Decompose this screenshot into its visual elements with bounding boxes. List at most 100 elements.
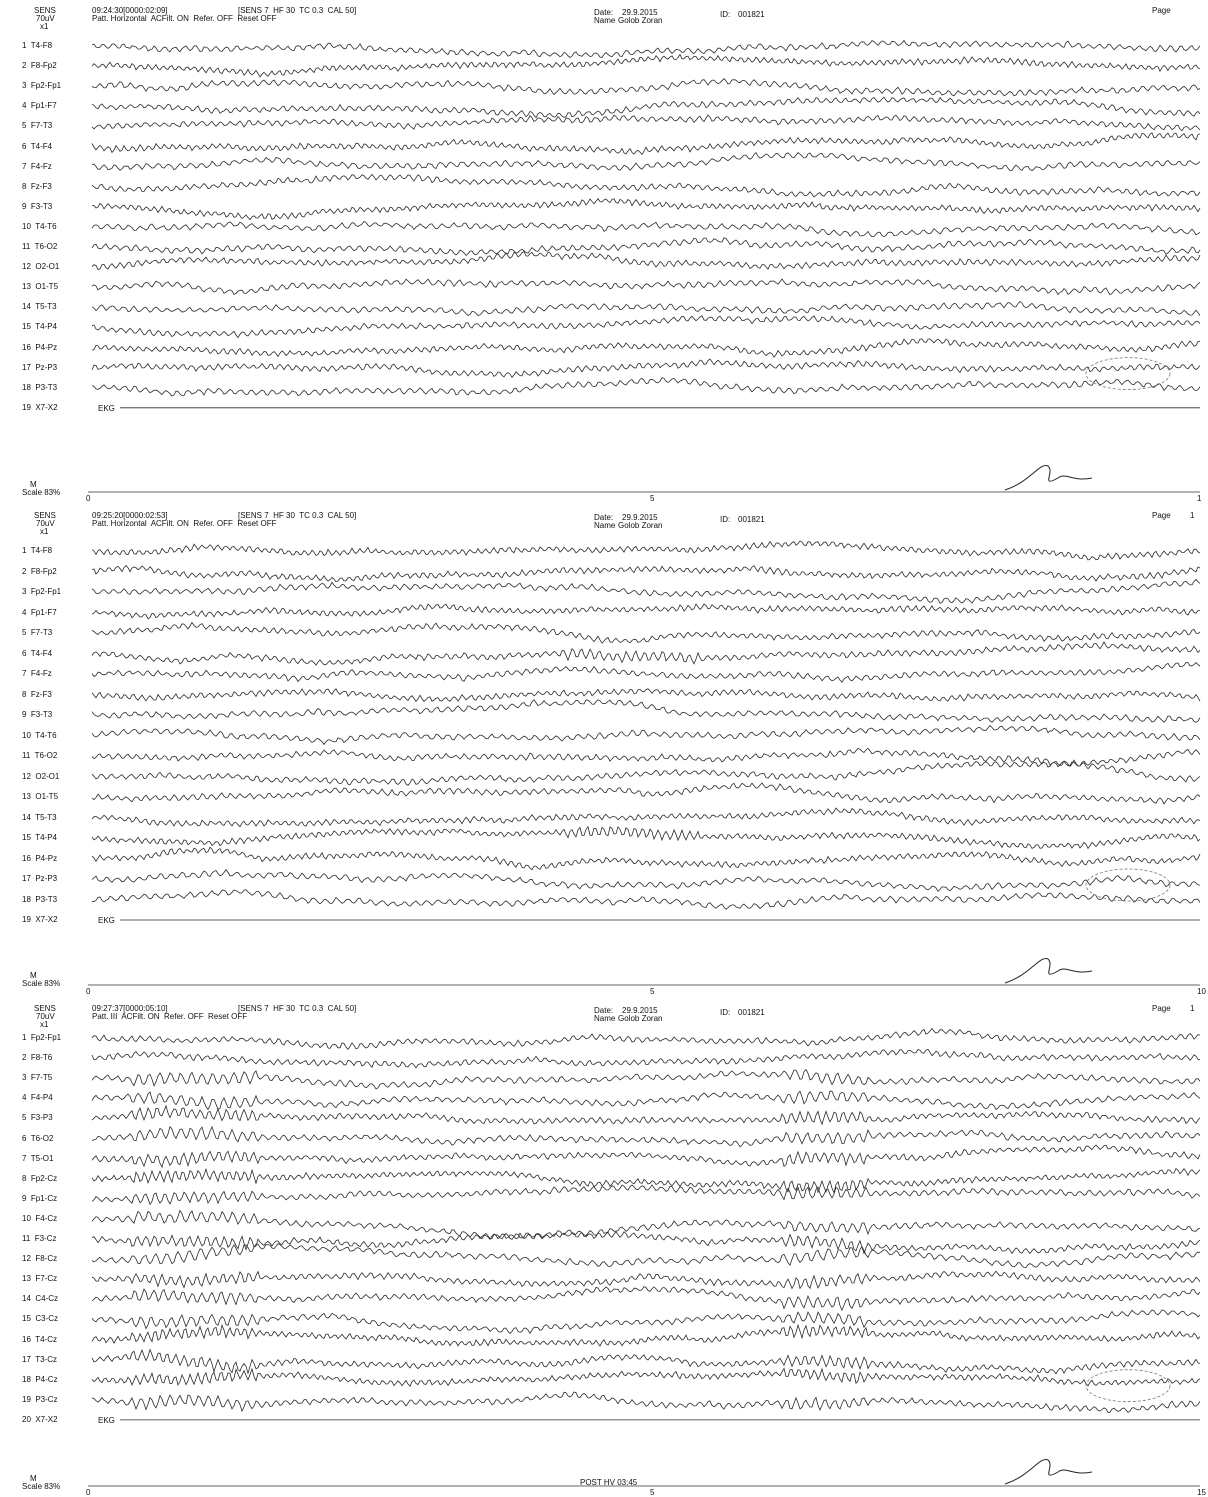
eeg-page: SENS 70uV x1 09:25:20[0000:02:53] [SENS 7 HF… [0,505,1208,996]
eeg-channel-trace [91,1125,1201,1148]
stamp [1085,357,1171,391]
id-value: 001821 [738,1008,765,1017]
eeg-channel-trace [91,540,1201,561]
name-value: Golob Zoran [618,16,663,25]
mult-label: x1 [40,22,49,31]
stamp [1085,1369,1171,1403]
channel-label: 6 T6-O2 [22,1133,54,1143]
eeg-channel-trace [91,724,1201,746]
date-label: Date: [594,1006,614,1015]
eeg-channel-trace [91,1027,1201,1051]
channel-label: 3 Fp2-Fp1 [22,587,62,596]
eeg-channel-trace [91,278,1201,296]
eeg-channel-trace [91,1104,1201,1126]
channel-label: 9 Fp1-Cz [22,1193,58,1203]
montage-line: Patt. Horizontal ACFilt. ON Refer. OFF R… [92,14,277,23]
eeg-channel-trace [91,173,1201,198]
eeg-channel-trace [91,114,1201,132]
eeg-channel-trace [91,747,1201,768]
name-label: Name [594,16,616,25]
time-tick-label: 1 [1197,494,1202,503]
eeg-channel-trace [91,578,1201,604]
timestamp: 09:24:30[0000:02:09] [92,6,168,15]
eeg-channel-trace [91,621,1201,644]
eeg-channel-trace [91,1243,1201,1268]
id-label: ID: [720,1008,731,1017]
eeg-channel-trace [91,250,1201,271]
eeg-channel-trace [91,1167,1201,1195]
channel-label: 9 F3-T3 [22,201,53,211]
channel-label: 5 F7-T3 [22,628,53,637]
channel-label: 10 F4-Cz [22,1213,58,1223]
eeg-channel-trace [91,1144,1201,1169]
channel-label: 15 T4-P4 [22,833,57,842]
eeg-channel-trace [91,338,1201,358]
channel-label: 8 Fz-F3 [22,181,52,191]
page-number: 1 [1190,511,1195,520]
time-tick-label: 10 [1197,987,1206,996]
channel-label: 16 T4-Cz [22,1334,57,1344]
eeg-page: SENS 70uV x1 09:24:30[0000:02:09] [SENS 7 HF… [0,0,1208,503]
channel-label: 1 Fp2-Fp1 [22,1033,62,1042]
page-label: Page [1152,6,1171,15]
page-label: Page [1152,1004,1171,1013]
channel-label: 18 P3-T3 [22,894,58,904]
scale-marker: M [30,480,37,489]
timestamp: 09:27:37[0000:05:10] [92,1004,168,1013]
channel-label: 1 T4-F8 [22,546,53,555]
settings: [SENS 7 HF 30 TC 0.3 CAL 50] [238,1004,357,1013]
channel-label: 4 F4-P4 [22,1093,53,1103]
channel-label: 2 F8-Fp2 [22,61,57,71]
date-value: 29.9.2015 [622,1006,658,1015]
sens-label: SENS [34,1004,56,1013]
channel-label: 5 F3-P3 [22,1113,53,1123]
channel-label: 4 Fp1-F7 [22,101,57,111]
scale-marker: M [30,971,37,980]
name-value: Golob Zoran [618,521,663,530]
channel-label: 12 F8-Cz [22,1254,58,1264]
eeg-channel-trace [91,1309,1201,1335]
time-tick-label: 0 [86,987,91,996]
channel-label: 7 T5-O1 [22,1153,54,1163]
time-tick-label: 5 [650,987,655,996]
eeg-traces [88,39,1201,493]
eeg-channel-trace [91,39,1201,59]
eeg-channel-trace [91,807,1201,828]
eeg-channel-trace [91,699,1201,723]
eeg-channel-trace [91,198,1201,221]
settings: [SENS 7 HF 30 TC 0.3 CAL 50] [238,511,357,520]
sens-label: SENS [34,511,56,520]
eeg-channel-trace [91,237,1201,256]
gain-label: 70uV [36,519,55,528]
channel-label: 8 Fz-F3 [22,689,52,699]
montage-line: Patt. III ACFilt. ON Refer. OFF Reset OF… [92,1012,248,1021]
scale-label: Scale 83% [22,1482,61,1491]
eeg-channel-trace [91,1090,1201,1111]
channel-label: 18 P3-T3 [22,382,58,392]
eeg-channel-trace [91,96,1201,119]
mult-label: x1 [40,527,49,536]
name-label: Name [594,1014,616,1023]
gain-label: 70uV [36,14,55,23]
channel-label: 6 T4-F4 [22,648,53,658]
channel-label: 16 P4-Pz [22,342,58,352]
eeg-channel-trace [91,1270,1201,1290]
time-tick-label: 15 [1197,1488,1206,1497]
channel-label: 17 T3-Cz [22,1354,57,1364]
eeg-channel-trace [91,1068,1201,1090]
stamp [1085,868,1171,902]
channel-label: 14 T5-T3 [22,812,57,822]
ekg-label: EKG [98,403,115,413]
date-label: Date: [594,8,614,17]
scale-label: Scale 83% [22,979,61,988]
channel-label: 3 F7-T5 [22,1073,53,1083]
ekg-label: EKG [98,916,115,925]
eeg-channel-trace [91,1367,1201,1387]
channel-label: 17 Pz-P3 [22,362,58,372]
channel-label: 8 Fp2-Cz [22,1173,58,1183]
eeg-channel-trace [91,565,1201,583]
channel-label: 6 T4-F4 [22,141,53,151]
eeg-channel-trace [91,1231,1201,1255]
eeg-channel-trace [91,869,1201,892]
settings: [SENS 7 HF 30 TC 0.3 CAL 50] [238,6,357,15]
